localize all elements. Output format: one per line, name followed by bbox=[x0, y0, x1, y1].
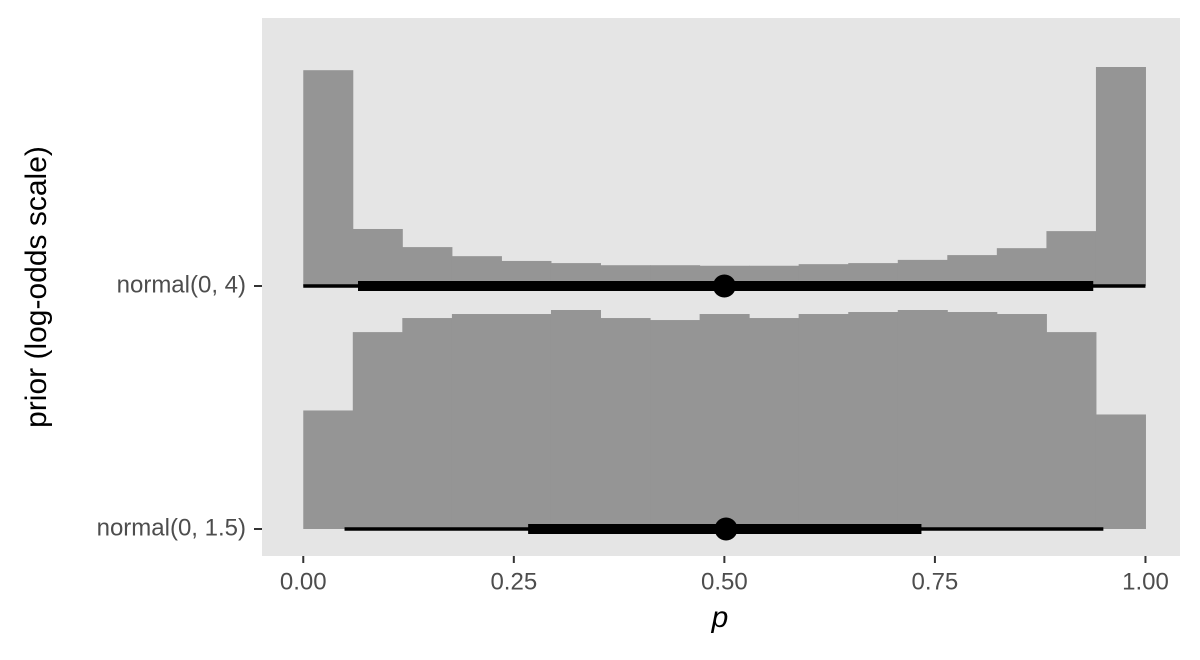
histogram-bar bbox=[996, 314, 1047, 529]
histogram-bar bbox=[600, 265, 651, 286]
histogram-bar bbox=[501, 314, 552, 529]
histogram-bar bbox=[650, 265, 701, 286]
x-tick-label: 0.50 bbox=[701, 568, 748, 595]
x-tick-label: 0.00 bbox=[280, 568, 327, 595]
x-tick-label: 0.75 bbox=[912, 568, 959, 595]
histogram-bar bbox=[650, 320, 701, 529]
histogram-bar bbox=[402, 247, 453, 286]
histogram-bar bbox=[798, 264, 849, 286]
point-estimate bbox=[712, 274, 736, 298]
y-axis-label: prior (log-odds scale) bbox=[20, 146, 53, 428]
histogram-bar bbox=[749, 265, 800, 286]
histogram-bar bbox=[699, 314, 750, 529]
histogram-bar bbox=[848, 312, 899, 529]
histogram-bar bbox=[451, 314, 502, 529]
x-tick-label: 0.25 bbox=[490, 568, 537, 595]
histogram-bar bbox=[352, 228, 403, 286]
histogram-bar bbox=[947, 312, 998, 529]
histogram-bar bbox=[1095, 67, 1146, 286]
x-tick-label: 1.00 bbox=[1122, 568, 1169, 595]
histogram-bar bbox=[352, 332, 403, 529]
histogram-bar bbox=[1046, 231, 1097, 286]
histogram-bar bbox=[897, 310, 948, 529]
histogram-bar bbox=[996, 248, 1047, 286]
histogram-bar bbox=[848, 263, 899, 286]
histogram-bar bbox=[402, 318, 453, 529]
histogram-bar bbox=[749, 318, 800, 529]
point-estimate bbox=[714, 517, 738, 541]
histogram-bar bbox=[1095, 414, 1146, 529]
histogram-bar bbox=[550, 263, 601, 286]
y-tick-label: normal(0, 1.5) bbox=[97, 514, 246, 541]
histogram-bar bbox=[550, 310, 601, 529]
histogram-bar bbox=[947, 255, 998, 286]
histogram-bar bbox=[303, 410, 354, 529]
histogram-bar bbox=[303, 70, 354, 286]
x-axis-label: p bbox=[711, 601, 729, 634]
y-tick-label: normal(0, 4) bbox=[117, 271, 246, 298]
histogram-bar bbox=[1046, 332, 1097, 529]
histogram-bar bbox=[600, 318, 651, 529]
histogram-bar bbox=[798, 314, 849, 529]
